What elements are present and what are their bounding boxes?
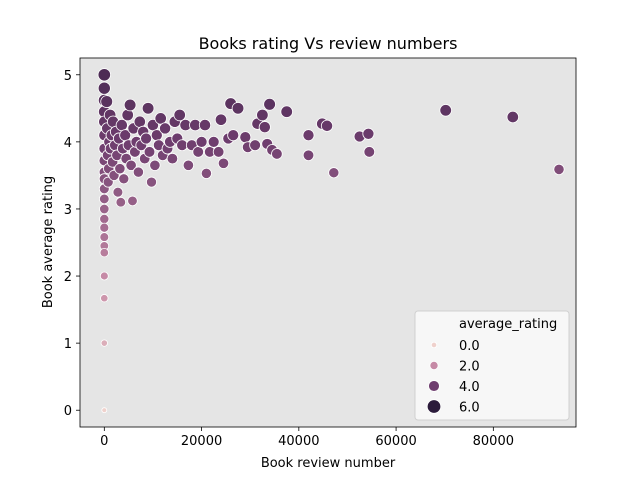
data-point [99, 193, 110, 205]
data-point [362, 127, 375, 140]
data-point [118, 173, 130, 185]
data-point [192, 146, 204, 158]
x-tick-label: 60000 [375, 434, 416, 449]
data-point [97, 68, 111, 82]
legend-box [414, 310, 570, 421]
data-point [123, 98, 137, 112]
x-tick-label: 40000 [278, 434, 319, 449]
legend-label: 2.0 [459, 360, 480, 375]
plot-frame [79, 57, 577, 428]
data-point [112, 186, 124, 198]
data-point [97, 81, 111, 95]
data-point [100, 95, 114, 108]
data-point [302, 149, 315, 162]
data-point [363, 146, 376, 158]
data-point [173, 108, 186, 122]
data-points [97, 68, 565, 414]
data-point [200, 167, 212, 179]
legend-marker [430, 341, 438, 349]
legend-marker [429, 360, 439, 370]
data-point [146, 176, 157, 188]
data-point [159, 122, 172, 135]
data-point [100, 339, 108, 347]
data-point [140, 132, 153, 145]
data-point [132, 166, 144, 178]
data-point [125, 159, 137, 171]
x-axis: 0 20000 40000 60000 80000 [79, 57, 577, 449]
data-point [141, 102, 155, 115]
y-axis-label: Book average rating [41, 176, 56, 308]
data-point [249, 139, 261, 152]
data-point [227, 129, 240, 142]
y-tick-label: 3 [64, 203, 72, 218]
data-point [99, 203, 110, 215]
data-point [99, 232, 110, 242]
data-point [143, 146, 156, 158]
legend-label: 6.0 [459, 401, 480, 416]
data-point [207, 135, 220, 148]
y-tick-label: 1 [64, 337, 72, 352]
legend-label: 4.0 [459, 380, 480, 395]
x-tick-label: 0 [100, 434, 108, 449]
data-point [506, 110, 519, 124]
data-point [127, 195, 138, 207]
data-point [176, 139, 188, 152]
data-point [166, 152, 179, 165]
data-point [271, 148, 283, 160]
legend-marker [428, 380, 440, 392]
data-point [439, 104, 452, 117]
data-point [258, 121, 271, 134]
data-point [115, 196, 127, 208]
data-point [214, 113, 228, 126]
data-point [280, 105, 293, 118]
data-point [133, 115, 146, 128]
data-point [115, 119, 128, 132]
data-point [114, 163, 126, 175]
data-point [198, 119, 212, 132]
legend-marker [426, 399, 442, 414]
data-point [256, 108, 269, 122]
data-point [239, 131, 252, 144]
data-point [231, 102, 245, 115]
data-point [195, 135, 208, 148]
data-point [99, 271, 109, 281]
data-point [149, 159, 161, 171]
data-point [328, 167, 340, 179]
legend: average_rating 0.0 2.0 4.0 6.0 [414, 310, 570, 421]
x-tick-label: 20000 [181, 434, 222, 449]
data-point [553, 163, 565, 175]
data-point [99, 222, 110, 233]
x-axis-label: Book review number [261, 456, 396, 471]
legend-title: average_rating [459, 317, 557, 332]
y-axis: 0 1 2 3 4 5 [64, 69, 80, 419]
data-point [99, 213, 110, 225]
data-point [100, 294, 109, 303]
data-point [154, 112, 167, 125]
y-tick-label: 4 [64, 136, 72, 151]
data-point [320, 119, 334, 132]
data-point [101, 407, 108, 414]
x-tick-label: 80000 [473, 434, 514, 449]
y-tick-label: 0 [64, 404, 72, 419]
data-point [263, 97, 276, 111]
chart-title: Books rating Vs review numbers [199, 34, 458, 53]
data-point [212, 146, 225, 158]
y-tick-label: 5 [64, 69, 72, 84]
data-point [99, 247, 109, 258]
data-point [217, 157, 230, 169]
legend-label: 0.0 [459, 339, 480, 354]
data-point [182, 159, 195, 171]
data-point [302, 129, 315, 142]
y-tick-label: 2 [64, 270, 72, 285]
